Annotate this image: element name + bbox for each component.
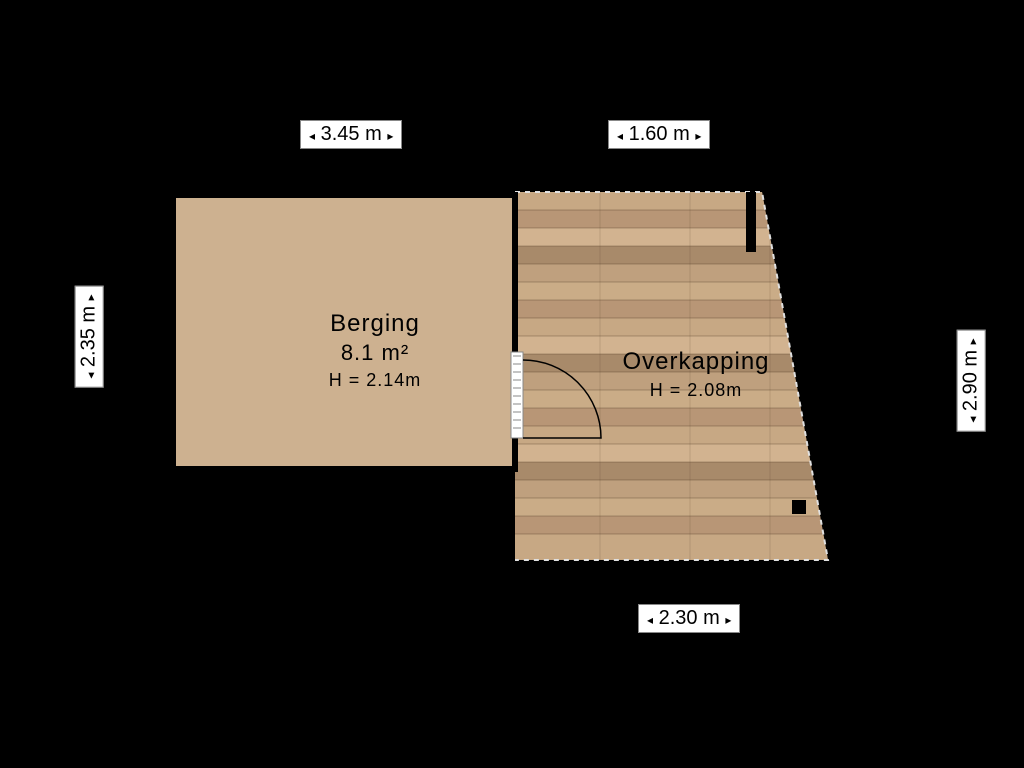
dim-bottom-value: 2.30 m	[659, 607, 720, 629]
dim-top-right: ◂ 1.60 m ▸	[608, 120, 710, 149]
overkapping-name: Overkapping	[596, 348, 796, 376]
dim-left-value: 2.35 m	[78, 306, 100, 367]
berging-name: Berging	[290, 310, 460, 338]
dim-right-value: 2.90 m	[960, 350, 982, 411]
dim-left: ◂ 2.35 m ▸	[75, 285, 104, 387]
dim-top-right-value: 1.60 m	[629, 123, 690, 145]
dim-top-left-value: 3.45 m	[321, 123, 382, 145]
dim-top-left: ◂ 3.45 m ▸	[300, 120, 402, 149]
label-overkapping: Overkapping H = 2.08m	[596, 348, 796, 401]
label-berging: Berging 8.1 m² H = 2.14m	[290, 310, 460, 391]
overkapping-height: H = 2.08m	[596, 380, 796, 401]
dim-bottom: ◂ 2.30 m ▸	[638, 604, 740, 633]
berging-height: H = 2.14m	[290, 370, 460, 391]
post-top	[746, 192, 756, 252]
berging-area: 8.1 m²	[290, 340, 460, 366]
post-bottom	[792, 500, 806, 514]
dim-right: ◂ 2.90 m ▸	[957, 329, 986, 431]
room-overkapping	[0, 0, 1024, 768]
